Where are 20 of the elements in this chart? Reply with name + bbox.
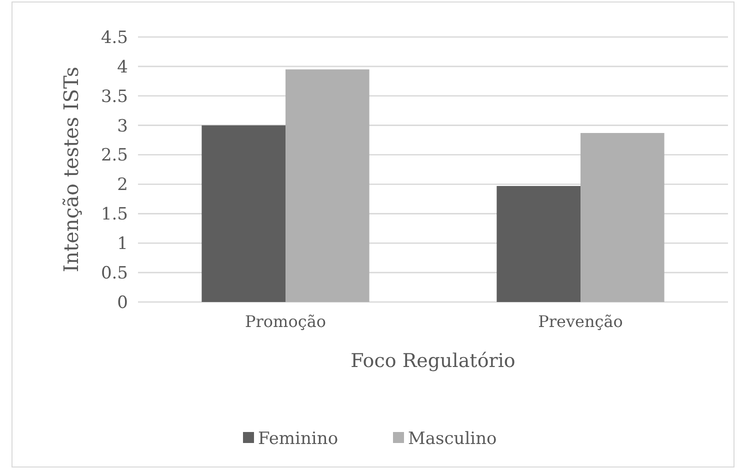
y-tick-label: 2.5 <box>100 146 128 166</box>
y-tick-label: 2 <box>117 175 128 196</box>
y-tick-label: 4.5 <box>100 28 128 48</box>
bar <box>286 69 370 302</box>
x-tick-label: Prevenção <box>538 312 623 331</box>
x-axis-title: Foco Regulatório <box>350 350 516 372</box>
y-tick-label: 1 <box>117 234 128 254</box>
y-tick-label: 3.5 <box>100 86 128 107</box>
y-tick-label: 0.5 <box>100 264 128 284</box>
y-axis-title: Intenção testes ISTs <box>59 66 83 272</box>
y-tick-label: 4 <box>117 57 128 78</box>
x-tick-label: Promoção <box>245 312 326 331</box>
bar <box>202 125 286 302</box>
bar <box>580 132 664 302</box>
y-tick-label: 1.5 <box>100 204 128 225</box>
y-tick-label: 3 <box>117 116 128 136</box>
legend-label: Masculino <box>408 428 497 449</box>
legend-label: Feminino <box>258 428 338 449</box>
y-tick-label: 0 <box>117 292 128 313</box>
bar <box>496 186 580 302</box>
